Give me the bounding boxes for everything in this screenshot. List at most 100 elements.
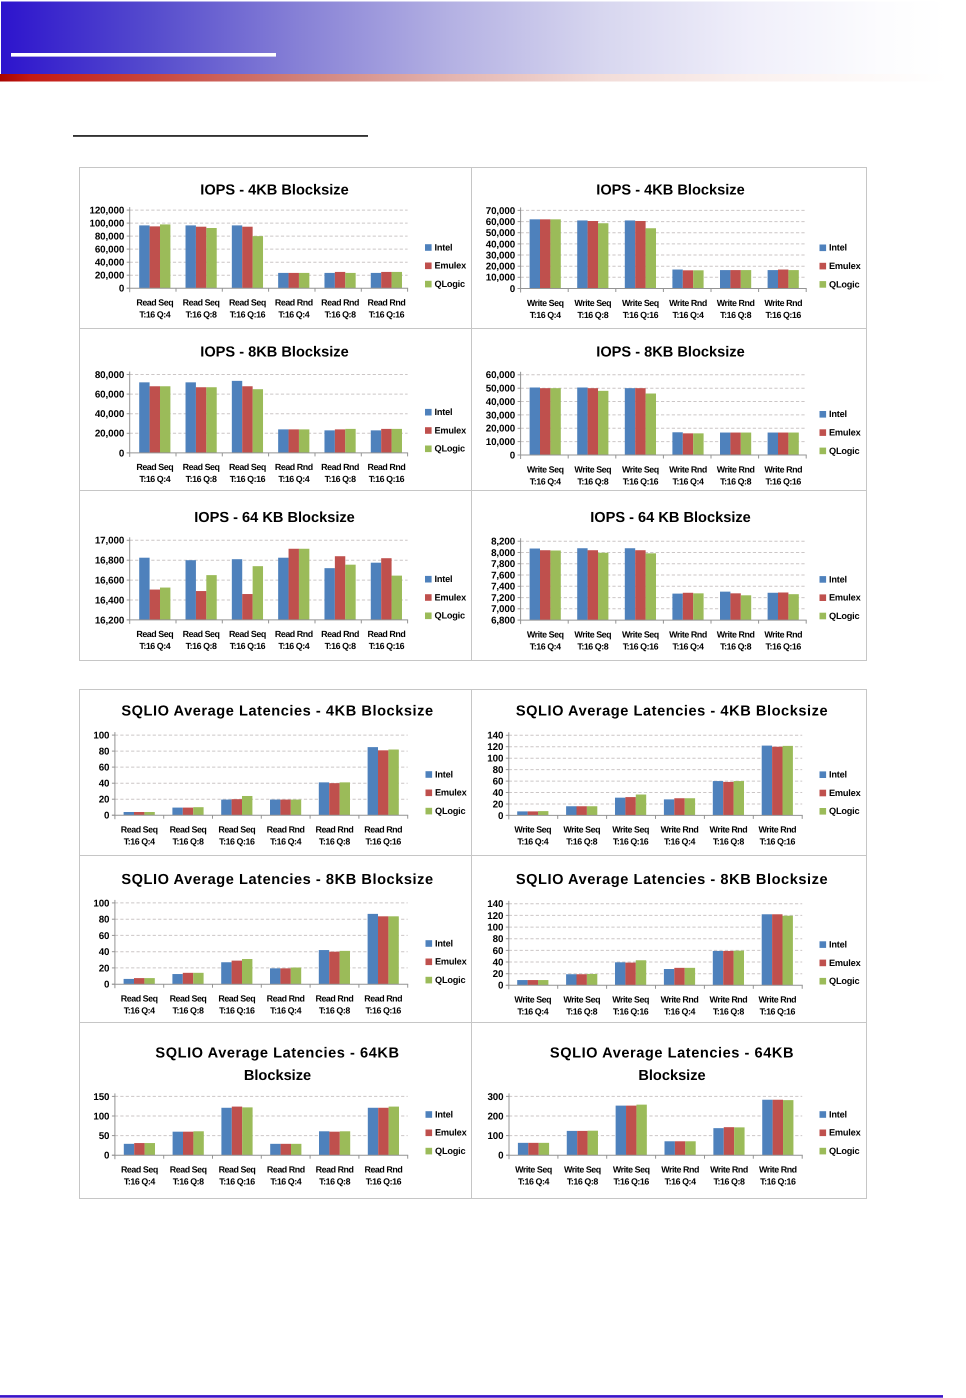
svg-text:SQLIO Average Latencies - 8KB: SQLIO Average Latencies - 8KB Blocksize [516, 872, 828, 888]
svg-text:50,000: 50,000 [486, 228, 516, 239]
svg-text:40: 40 [99, 779, 110, 790]
svg-text:6,800: 6,800 [491, 616, 516, 627]
svg-text:7,800: 7,800 [491, 559, 516, 570]
svg-text:140: 140 [487, 899, 504, 910]
svg-text:Emulex: Emulex [829, 261, 862, 271]
svg-text:Read Seq: Read Seq [183, 629, 220, 639]
svg-text:T:16 Q:8: T:16 Q:8 [566, 1007, 597, 1017]
svg-text:Read Seq: Read Seq [136, 629, 173, 639]
svg-text:100: 100 [93, 898, 110, 909]
svg-text:Write Rnd: Write Rnd [759, 1165, 797, 1175]
svg-text:IOPS - 4KB Blocksize: IOPS - 4KB Blocksize [200, 183, 348, 199]
svg-text:Write Rnd: Write Rnd [661, 825, 699, 835]
svg-text:Intel: Intel [829, 770, 847, 780]
svg-text:60,000: 60,000 [95, 245, 125, 256]
svg-text:Write Rnd: Write Rnd [717, 629, 755, 639]
svg-text:Emulex: Emulex [829, 1128, 862, 1138]
svg-text:Write Seq: Write Seq [563, 825, 600, 835]
svg-text:T:16 Q:16: T:16 Q:16 [365, 1006, 401, 1016]
svg-text:0: 0 [104, 980, 110, 991]
svg-text:40: 40 [99, 947, 110, 958]
svg-text:80: 80 [493, 765, 504, 776]
svg-text:100: 100 [487, 754, 504, 765]
svg-text:0: 0 [498, 1151, 504, 1162]
svg-text:T:16 Q:16: T:16 Q:16 [366, 1177, 402, 1187]
svg-text:60: 60 [493, 777, 504, 788]
svg-text:IOPS - 64 KB Blocksize: IOPS - 64 KB Blocksize [194, 510, 355, 526]
svg-text:Read Rnd: Read Rnd [275, 298, 313, 308]
svg-text:Read Seq: Read Seq [170, 1165, 207, 1175]
svg-text:Read Rnd: Read Rnd [275, 462, 313, 472]
svg-text:Intel: Intel [829, 1109, 847, 1119]
svg-text:T:16 Q:8: T:16 Q:8 [186, 641, 217, 651]
svg-text:Write Rnd: Write Rnd [710, 995, 748, 1005]
svg-text:60: 60 [99, 763, 110, 774]
svg-text:T:16 Q:16: T:16 Q:16 [623, 310, 659, 320]
svg-text:Write Seq: Write Seq [564, 1165, 601, 1175]
svg-text:80: 80 [493, 934, 504, 945]
svg-text:QLogic: QLogic [435, 444, 466, 454]
svg-text:T:16 Q:8: T:16 Q:8 [720, 641, 751, 651]
svg-text:0: 0 [119, 284, 125, 295]
svg-text:Write Rnd: Write Rnd [669, 629, 707, 639]
svg-text:T:16 Q:4: T:16 Q:4 [270, 837, 301, 847]
svg-text:0: 0 [510, 284, 516, 295]
svg-text:0: 0 [498, 981, 504, 992]
svg-text:Intel: Intel [435, 1109, 453, 1119]
svg-text:40: 40 [493, 957, 504, 968]
svg-text:Write Seq: Write Seq [574, 298, 611, 308]
svg-text:20: 20 [493, 969, 504, 980]
svg-text:IOPS - 64 KB Blocksize: IOPS - 64 KB Blocksize [590, 510, 751, 526]
svg-text:QLogic: QLogic [435, 1146, 466, 1156]
svg-text:17,000: 17,000 [95, 536, 125, 547]
svg-text:Write Rnd: Write Rnd [764, 298, 802, 308]
svg-text:60,000: 60,000 [486, 370, 516, 381]
svg-text:Write Seq: Write Seq [622, 464, 659, 474]
svg-text:80: 80 [99, 747, 110, 758]
svg-text:150: 150 [93, 1092, 110, 1103]
svg-text:T:16 Q:8: T:16 Q:8 [566, 837, 597, 847]
svg-text:Read Rnd: Read Rnd [315, 825, 353, 835]
svg-text:Write Rnd: Write Rnd [710, 1165, 748, 1175]
svg-text:T:16 Q:4: T:16 Q:4 [664, 1007, 695, 1017]
svg-text:Emulex: Emulex [829, 958, 862, 968]
svg-text:300: 300 [487, 1092, 504, 1103]
svg-text:Read Rnd: Read Rnd [364, 994, 402, 1004]
svg-text:Read Rnd: Read Rnd [267, 994, 305, 1004]
svg-text:100,000: 100,000 [89, 219, 124, 230]
svg-text:0: 0 [498, 811, 504, 822]
svg-text:Write Seq: Write Seq [622, 629, 659, 639]
svg-text:T:16 Q:16: T:16 Q:16 [623, 476, 659, 486]
svg-text:Read Seq: Read Seq [121, 1165, 158, 1175]
svg-text:40,000: 40,000 [95, 258, 125, 269]
svg-text:100: 100 [487, 923, 504, 934]
svg-text:T:16 Q:4: T:16 Q:4 [139, 310, 170, 320]
svg-text:Emulex: Emulex [435, 788, 468, 798]
svg-text:T:16 Q:16: T:16 Q:16 [369, 641, 405, 651]
svg-text:80,000: 80,000 [95, 232, 125, 243]
svg-text:60,000: 60,000 [95, 390, 125, 401]
svg-text:T:16 Q:8: T:16 Q:8 [720, 476, 751, 486]
svg-text:T:16 Q:4: T:16 Q:4 [278, 310, 309, 320]
svg-text:7,200: 7,200 [491, 593, 516, 604]
svg-text:Write Seq: Write Seq [574, 629, 611, 639]
svg-text:T:16 Q:16: T:16 Q:16 [623, 641, 659, 651]
svg-text:20,000: 20,000 [486, 262, 516, 273]
svg-text:Read Rnd: Read Rnd [316, 1165, 354, 1175]
svg-text:T:16 Q:8: T:16 Q:8 [186, 474, 217, 484]
svg-text:100: 100 [93, 731, 110, 742]
svg-text:T:16 Q:8: T:16 Q:8 [325, 310, 356, 320]
svg-text:Read Rnd: Read Rnd [267, 825, 305, 835]
svg-text:T:16 Q:16: T:16 Q:16 [219, 1177, 255, 1187]
svg-text:T:16 Q:16: T:16 Q:16 [369, 310, 405, 320]
svg-text:Read Rnd: Read Rnd [364, 825, 402, 835]
svg-text:T:16 Q:8: T:16 Q:8 [325, 474, 356, 484]
svg-text:Read Seq: Read Seq [218, 825, 255, 835]
svg-text:Read Seq: Read Seq [229, 629, 266, 639]
svg-text:T:16 Q:4: T:16 Q:4 [278, 641, 309, 651]
svg-text:40: 40 [493, 788, 504, 799]
svg-text:SQLIO Average Latencies - 4KB: SQLIO Average Latencies - 4KB Blocksize [516, 704, 828, 720]
svg-text:0: 0 [510, 450, 516, 461]
svg-text:Read Seq: Read Seq [121, 994, 158, 1004]
svg-text:Write Rnd: Write Rnd [669, 464, 707, 474]
